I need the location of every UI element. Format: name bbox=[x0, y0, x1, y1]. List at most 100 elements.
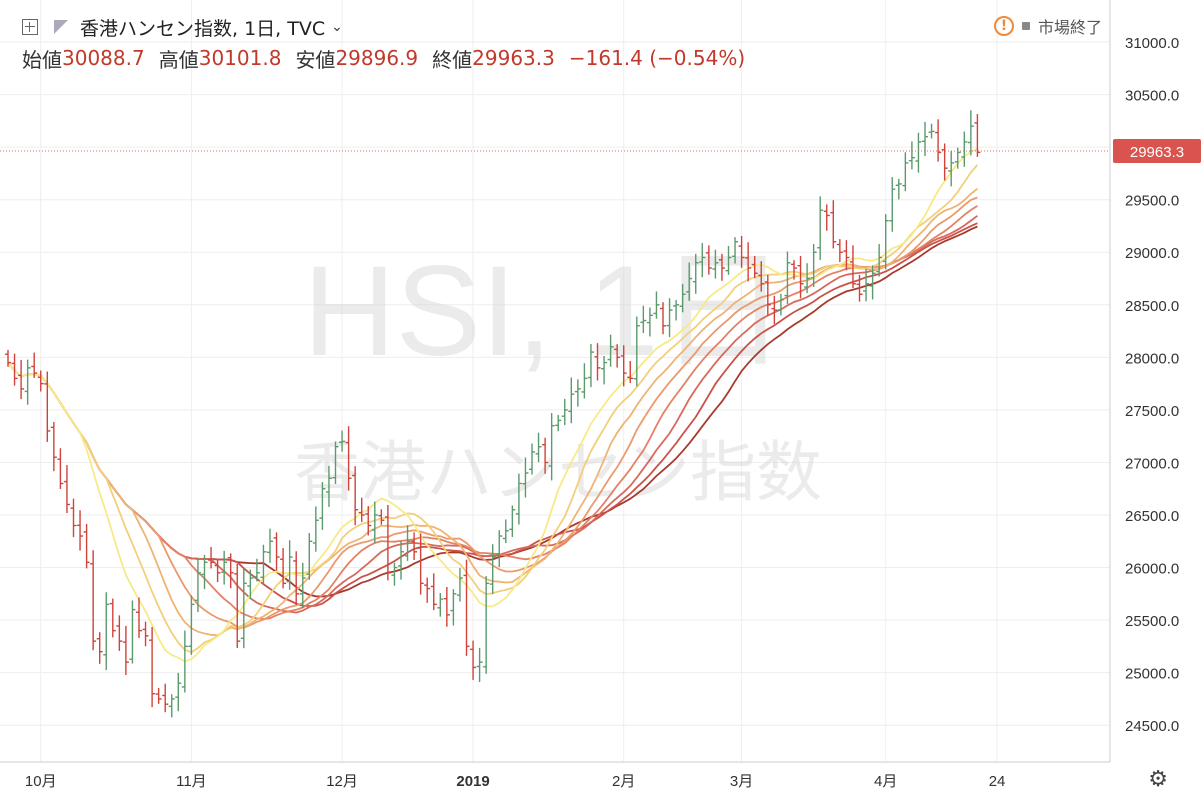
ohlc-bar bbox=[712, 249, 719, 279]
ohlc-bar bbox=[705, 245, 712, 275]
ohlc-bar bbox=[529, 443, 535, 475]
ohlc-bars bbox=[5, 110, 981, 718]
ohlc-bar bbox=[961, 131, 968, 167]
ohlc-bar bbox=[928, 123, 935, 139]
ohlc-bar bbox=[352, 466, 359, 526]
x-tick-label: 4月 bbox=[874, 773, 897, 790]
ohlc-bar bbox=[535, 432, 542, 463]
price-tag-box bbox=[1113, 139, 1201, 164]
ohlc-bar bbox=[168, 694, 175, 718]
ohlc-bar bbox=[660, 302, 666, 335]
market-status: ! 市場終了 bbox=[993, 14, 1102, 38]
ohlc-bar bbox=[136, 597, 142, 638]
ohlc-bar bbox=[863, 268, 870, 302]
ohlc-bar bbox=[922, 121, 928, 157]
ohlc-bar bbox=[817, 196, 824, 260]
ohlc-bar bbox=[188, 595, 195, 655]
ohlc-bar bbox=[339, 430, 346, 452]
ohlc-bar bbox=[142, 621, 149, 647]
ohlc-bar bbox=[384, 505, 391, 581]
gear-icon[interactable]: ⚙ bbox=[1148, 767, 1168, 792]
ohlc-bar bbox=[443, 587, 450, 627]
ohlc-bar bbox=[974, 114, 981, 157]
ohlc-bar bbox=[437, 592, 444, 617]
ohlc-bar bbox=[280, 548, 287, 589]
ohlc-bar bbox=[155, 687, 162, 704]
ohlc-bar bbox=[83, 523, 90, 569]
ohlc-bar bbox=[568, 377, 575, 424]
high-label: 高値 bbox=[158, 47, 199, 72]
ohlc-bar bbox=[221, 550, 228, 585]
ohlc-bar bbox=[162, 683, 169, 713]
ohlc-bar bbox=[732, 237, 739, 264]
y-tick-label: 26500.0 bbox=[1125, 508, 1179, 525]
ohlc-bar bbox=[614, 344, 621, 368]
ohlc-bar bbox=[522, 457, 529, 498]
ohlc-bar bbox=[450, 589, 457, 626]
ohlc-bar bbox=[11, 353, 18, 386]
ohlc-bar bbox=[129, 600, 136, 664]
price-tag-label: 29963.3 bbox=[1130, 144, 1184, 161]
ohlc-bar bbox=[5, 349, 11, 367]
ohlc-bar bbox=[424, 577, 431, 603]
expand-icon[interactable] bbox=[22, 19, 38, 35]
ohlc-bar bbox=[718, 253, 725, 281]
ohlc-bar bbox=[240, 567, 247, 649]
ohlc-bar bbox=[745, 242, 752, 282]
ohlc-bar bbox=[627, 361, 634, 384]
close-label: 終値 bbox=[432, 47, 473, 72]
ohlc-bar bbox=[463, 559, 470, 656]
ohlc-bar bbox=[103, 592, 110, 671]
ohlc-bar bbox=[470, 640, 477, 680]
ohlc-bar bbox=[267, 528, 273, 563]
ohlc-bar bbox=[404, 525, 411, 561]
ohlc-bar bbox=[378, 509, 385, 525]
ohlc-bar bbox=[430, 573, 437, 611]
ohlc-bar bbox=[679, 283, 686, 313]
x-tick-label: 10月 bbox=[25, 773, 57, 790]
ohlc-bar bbox=[699, 242, 706, 278]
ohlc-bar bbox=[306, 533, 313, 580]
y-tick-label: 25500.0 bbox=[1125, 613, 1179, 630]
ohlc-bar bbox=[771, 295, 778, 325]
watermark-symbol: HSI, 1日 bbox=[303, 240, 787, 383]
warning-icon[interactable]: ! bbox=[993, 16, 1014, 36]
ohlc-bar bbox=[915, 132, 922, 173]
ohlc-bar bbox=[646, 307, 653, 337]
ma-line bbox=[7, 148, 978, 663]
x-tick-label: 11月 bbox=[176, 773, 207, 790]
ohlc-legend: 始値 30088.7 高値 30101.8 安値 29896.9 終値 2996… bbox=[22, 45, 745, 72]
watermark-name: 香港ハンセン指数 bbox=[294, 434, 822, 511]
ohlc-bar bbox=[201, 554, 208, 590]
ohlc-bar bbox=[810, 243, 817, 288]
ohlc-bar bbox=[908, 141, 915, 170]
ohlc-bar bbox=[371, 501, 378, 544]
symbol-title[interactable]: 香港ハンセン指数, 1日, TVC bbox=[80, 17, 326, 40]
ohlc-bar bbox=[686, 262, 693, 301]
ohlc-bar bbox=[319, 482, 326, 530]
ohlc-bar bbox=[332, 441, 339, 485]
ohlc-bar bbox=[345, 426, 352, 491]
ohlc-bar bbox=[555, 414, 562, 432]
y-tick-label: 26000.0 bbox=[1125, 561, 1179, 578]
ohlc-bar bbox=[791, 260, 797, 280]
ohlc-bar bbox=[273, 532, 280, 571]
last-price-tag: 29963.3 bbox=[1113, 139, 1201, 164]
ohlc-bar bbox=[777, 293, 784, 316]
x-tick-label: 24 bbox=[989, 773, 1006, 790]
flag-icon bbox=[54, 20, 68, 34]
ohlc-bar bbox=[496, 530, 503, 568]
ohlc-bar bbox=[312, 506, 319, 552]
y-tick-label: 28000.0 bbox=[1125, 350, 1179, 367]
ohlc-bar bbox=[509, 505, 516, 537]
y-tick-label: 28500.0 bbox=[1125, 298, 1179, 315]
ohlc-bar bbox=[823, 204, 830, 231]
ohlc-bar bbox=[653, 291, 660, 319]
ohlc-bar bbox=[411, 532, 418, 560]
ohlc-bar bbox=[902, 152, 909, 192]
ohlc-bar bbox=[476, 647, 483, 683]
time-axis: 10月 11月 12月 2019 2月 3月 4月 24 bbox=[25, 773, 1005, 790]
ohlc-bar bbox=[391, 562, 398, 586]
chevron-down-icon[interactable]: ⌄ bbox=[331, 19, 343, 35]
ohlc-bar bbox=[751, 255, 758, 279]
